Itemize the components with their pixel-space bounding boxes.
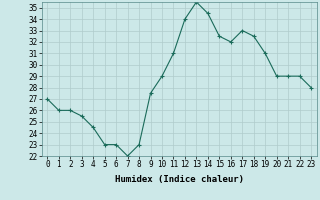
X-axis label: Humidex (Indice chaleur): Humidex (Indice chaleur): [115, 175, 244, 184]
